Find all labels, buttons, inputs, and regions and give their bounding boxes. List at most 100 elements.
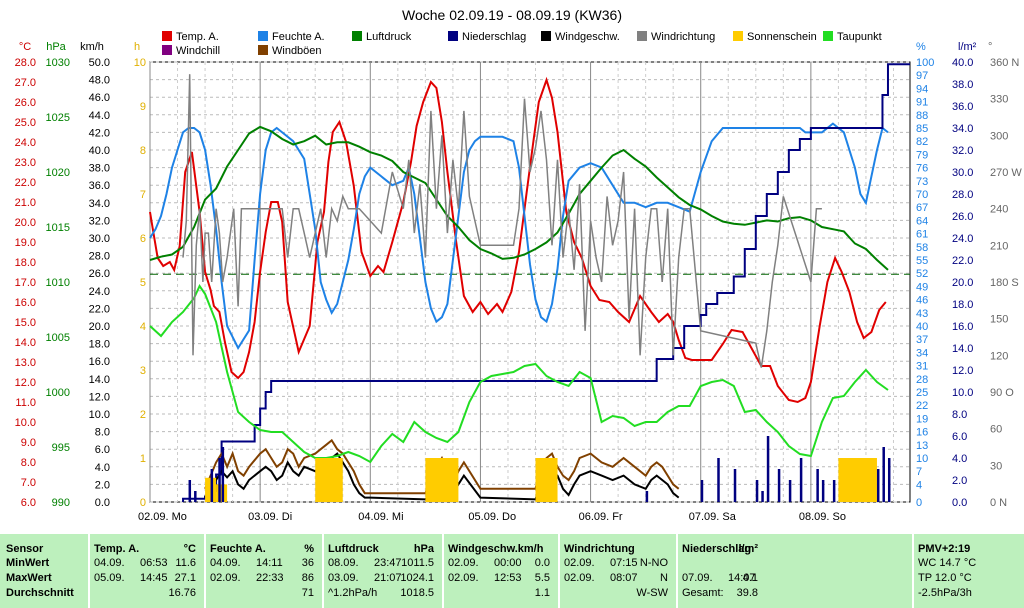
axis-unit-humidity: % (916, 41, 926, 53)
stats-value: N (660, 572, 668, 584)
stats-time: 08:07 (610, 572, 638, 584)
tick-label-temp: 16.0 (15, 297, 36, 309)
sunshine-bar (315, 458, 343, 502)
tick-label-wind: 18.0 (89, 339, 110, 351)
tick-label-rain: 16.0 (952, 321, 973, 333)
tick-label-rain: 14.0 (952, 343, 973, 355)
stats-date: 02.09. (448, 572, 479, 584)
axis-unit-sun: h (134, 41, 140, 53)
stats-separator (442, 534, 444, 608)
tick-label-sun: 9 (140, 101, 146, 113)
tick-label-rain: 4.0 (952, 453, 967, 465)
stats-value: 5.5 (534, 572, 550, 584)
tick-label-pressure: 1030 (46, 57, 70, 69)
rain-hourly-bar (799, 458, 803, 502)
stats-date: 02.09. (210, 572, 241, 584)
stats-header: Feuchte A.% (210, 542, 318, 556)
stats-column: Sensor MinWert MaxWert Durchschnitt (6, 534, 84, 608)
axis-unit-pressure: hPa (46, 41, 66, 53)
tick-label-sun: 2 (140, 409, 146, 421)
tick-label-humidity: 61 (916, 229, 928, 241)
stats-header-label: Feuchte A. (210, 543, 266, 555)
stats-panel: Sensor MinWert MaxWert Durchschnitt Temp. A.… (0, 534, 1024, 608)
day-label: 02.09. Mo (138, 511, 187, 523)
stats-header-unit: hPa (413, 543, 434, 555)
tick-label-humidity: 55 (916, 255, 928, 267)
stats-date: 05.09. (94, 572, 125, 584)
tick-label-pressure: 1010 (46, 277, 70, 289)
legend-label: Windchill (176, 45, 220, 57)
stats-time: 23:47 (374, 557, 402, 569)
stats-header-label: Niederschlag (682, 543, 752, 555)
tick-label-humidity: 10 (916, 453, 928, 465)
legend-label: Luftdruck (366, 31, 412, 43)
tick-label-direction: 0 N (990, 497, 1007, 509)
series-line (149, 122, 889, 351)
tick-label-wind: 0.0 (95, 497, 110, 509)
stats-date: 04.09. (210, 557, 241, 569)
tick-label-wind: 2.0 (95, 479, 110, 491)
rain-hourly-bar (733, 469, 737, 502)
stats-header: Temp. A. °C (94, 542, 200, 556)
stats-row: Durchschnitt (6, 587, 74, 599)
tick-label-wind: 6.0 (95, 444, 110, 456)
stats-header-unit: l/m² (738, 543, 758, 555)
stats-time: 12:53 (494, 572, 522, 584)
tick-label-temp: 11.0 (15, 397, 36, 409)
tick-label-rain: 26.0 (952, 211, 973, 223)
tick-label-wind: 50.0 (89, 57, 110, 69)
legend-label: Temp. A. (176, 31, 219, 43)
tick-label-wind: 30.0 (89, 233, 110, 245)
stats-column: Luftdruck hPa 08.09. 23:47 1011.5 03.09. 21:07… (328, 534, 438, 608)
tick-label-humidity: 22 (916, 400, 928, 412)
tick-label-direction: 360 N (990, 57, 1019, 69)
legend-swatch (823, 31, 833, 41)
tick-label-pressure: 1015 (46, 222, 70, 234)
tick-label-temp: 21.0 (15, 197, 36, 209)
stats-value: 11.6 (175, 557, 196, 569)
tick-label-humidity: 28 (916, 374, 928, 386)
tick-label-rain: 30.0 (952, 167, 973, 179)
tick-label-humidity: 58 (916, 242, 928, 254)
tick-label-direction: 330 (990, 94, 1008, 106)
sunshine-bar (425, 458, 459, 502)
tick-label-humidity: 0 (916, 497, 922, 509)
stats-row: 1.1 (448, 586, 554, 601)
rain-hourly-bar (210, 469, 214, 502)
stats-row: ^1.2hPa/h 1018.5 (328, 586, 438, 601)
tick-label-humidity: 34 (916, 347, 928, 359)
tick-label-wind: 36.0 (89, 180, 110, 192)
stats-header-unit: % (304, 543, 314, 555)
tick-label-sun: 1 (140, 453, 146, 465)
stats-row: 16.76 (94, 586, 200, 601)
stats-column: Windrichtung 02.09. 07:15 N-NO 02.09. 08:07 N W… (564, 534, 672, 608)
tick-label-temp: 25.0 (15, 117, 36, 129)
stats-header: Luftdruck hPa (328, 542, 438, 556)
stats-separator (204, 534, 206, 608)
tick-label-temp: 22.0 (15, 177, 36, 189)
stats-time: 14:07 (728, 572, 756, 584)
tick-label-wind: 10.0 (89, 409, 110, 421)
stats-header-label: Windrichtung (564, 543, 635, 555)
tick-label-humidity: 52 (916, 268, 928, 280)
rain-hourly-bar (218, 458, 221, 502)
series-line (182, 63, 910, 502)
tick-label-rain: 12.0 (952, 365, 973, 377)
tick-label-wind: 12.0 (89, 391, 110, 403)
stats-row: 02.09. 08:07 N (564, 571, 672, 586)
tick-label-direction: 180 S (990, 277, 1019, 289)
tick-label-humidity: 91 (916, 97, 928, 109)
stats-header-unit: °C (183, 543, 196, 555)
stats-time: 14:11 (256, 557, 283, 569)
tick-label-sun: 7 (140, 189, 146, 201)
legend-swatch (352, 31, 362, 41)
stats-date: 04.09. (94, 557, 125, 569)
series-line (149, 76, 887, 404)
rain-hourly-bar (876, 469, 880, 502)
tick-label-pressure: 1005 (46, 332, 70, 344)
tick-label-humidity: 4 (916, 479, 922, 491)
stats-time: 00:00 (494, 557, 522, 569)
stats-row: 07.09. 14:07 4.1 (682, 571, 762, 586)
tick-label-sun: 8 (140, 145, 146, 157)
stats-column: Temp. A. °C 04.09. 06:53 11.6 05.09. 14:45 27.1… (94, 534, 200, 608)
